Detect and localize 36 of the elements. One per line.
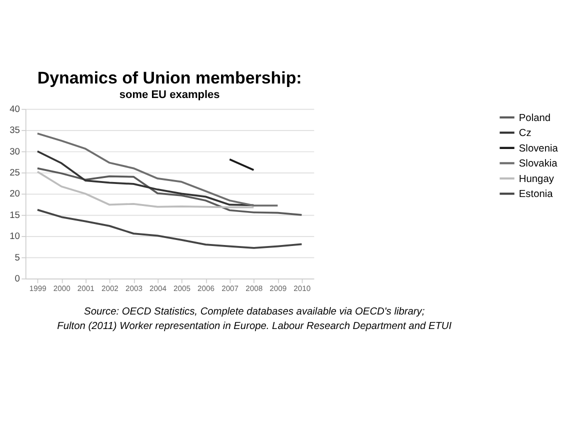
y-tick-label: 35	[10, 125, 20, 136]
legend-label: Estonia	[518, 189, 554, 200]
y-tick-label: 30	[10, 146, 20, 156]
line-series	[36, 170, 255, 208]
line-series	[36, 132, 279, 207]
y-tick-label: 10	[10, 231, 20, 242]
x-tick-label: 2000	[53, 284, 70, 293]
line-series	[36, 167, 303, 216]
x-tick-label: 2007	[222, 284, 239, 293]
line-series	[36, 150, 255, 206]
x-tick-label: 2001	[77, 284, 94, 293]
legend-label: Poland	[518, 112, 551, 124]
y-tick-label: 5	[14, 252, 20, 262]
x-tick-label: 2008	[246, 284, 263, 293]
text: Fulton (2011) Worker representation in Europe. Labour Research Department and ETUI	[57, 320, 452, 332]
x-tick-label: 2003	[125, 284, 142, 293]
y-tick-label: 20	[10, 188, 20, 199]
legend-label: Hungay	[518, 174, 555, 185]
chart-title: Dynamics of Union membership:	[37, 68, 302, 88]
y-tick-label: 15	[10, 210, 20, 220]
x-tick-label: 1999	[29, 284, 46, 293]
y-tick-label: 25	[10, 167, 20, 178]
x-tick-label: 2005	[174, 284, 190, 293]
x-tick-label: 2010	[294, 284, 311, 293]
source-note: Source: OECD Statistics, Complete databases available via OECD's library;	[84, 306, 425, 318]
line-series	[36, 208, 303, 249]
y-tick-label: 40	[10, 104, 20, 114]
x-tick-label: 2002	[101, 284, 118, 293]
y-tick-label: 0	[14, 273, 20, 284]
chart-subtitle: some EU examples	[119, 88, 220, 101]
legend-label: Slovenia	[518, 143, 558, 154]
legend-label: Slovakia	[518, 158, 558, 170]
x-tick-label: 2006	[198, 284, 215, 293]
x-tick-label: 2009	[270, 284, 287, 293]
x-tick-label: 2004	[150, 284, 168, 293]
legend-label: Cz	[518, 128, 532, 140]
